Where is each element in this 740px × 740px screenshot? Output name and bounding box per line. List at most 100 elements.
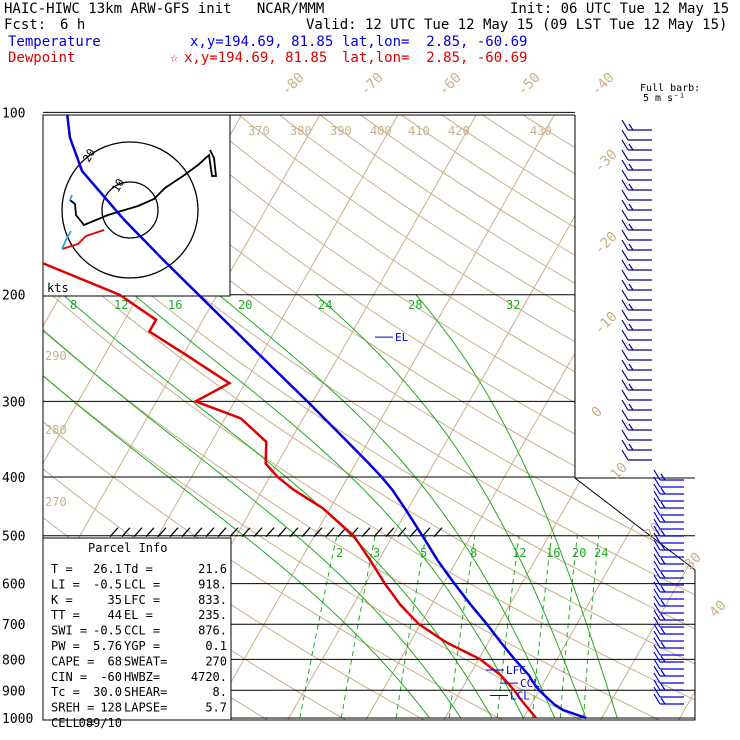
wind-barb-flag: [653, 504, 661, 516]
mixing-ratio-label: 20: [572, 546, 586, 560]
hodograph-trace-mid: [69, 194, 73, 201]
moist-adiabat-label: 20: [238, 298, 252, 312]
parcel-row-value: 876.: [198, 624, 227, 638]
parcel-row-label: PW =: [51, 639, 80, 653]
wind-barb-flag: [621, 309, 629, 321]
wind-barb-flag: [628, 263, 634, 271]
level-tick: [289, 527, 299, 538]
wind-barb-flag: [628, 243, 634, 251]
moist-adiabat-label: 8: [70, 298, 77, 312]
wind-barb-flag: [653, 609, 661, 621]
wind-barb-flag: [660, 697, 666, 705]
mixing-ratio-line: [559, 535, 578, 719]
wind-barb-flag: [660, 543, 666, 551]
level-tick: [385, 527, 395, 538]
parcel-row-label: SWI =: [51, 624, 87, 638]
theta-label: 420: [448, 124, 470, 138]
wind-barb-flag: [628, 163, 634, 171]
isotherm-label: -50: [515, 70, 544, 99]
moist-adiabat-label: 24: [318, 298, 332, 312]
wind-barb-flag: [628, 303, 634, 311]
header-fcst-value: 6 h: [60, 17, 86, 33]
wind-barb-flag: [660, 613, 666, 621]
isotherm-label: -30: [592, 147, 621, 176]
wind-barb-flag: [621, 379, 629, 391]
dry-adiabat-line: [43, 115, 524, 720]
parcel-row-label: SWEAT=: [124, 654, 167, 668]
wind-barb-flag: [621, 359, 629, 371]
wind-barb-flag: [653, 567, 661, 579]
wind-barb-flag: [628, 203, 634, 211]
parcel-row-label: CIN =: [51, 670, 87, 684]
dry-adiabat-line: [123, 115, 695, 720]
level-tick: [229, 527, 239, 538]
hodograph-ring: [101, 181, 159, 239]
pressure-tick-label: 100: [2, 106, 25, 121]
temperature-xy: x,y=194.69, 81.85: [190, 34, 334, 50]
wind-barb-flag: [628, 363, 634, 371]
level-tick: [409, 527, 419, 538]
dry-adiabat-line: [43, 115, 603, 720]
dry-adiabat-line: [44, 115, 695, 720]
wind-barb-flag: [653, 483, 661, 495]
wind-barb-flag: [628, 223, 634, 231]
wind-barb-flag: [628, 403, 634, 411]
hodograph-trace: [69, 149, 218, 227]
wind-barb-flag: [653, 665, 661, 677]
wind-barb-flag: [621, 419, 629, 431]
isotherm-label: 30: [682, 550, 705, 573]
wind-barb-flag: [653, 490, 661, 502]
hodograph-box: [42, 114, 231, 297]
wind-barb-flag: [653, 686, 661, 698]
wind-barb-flag: [653, 623, 661, 635]
wind-barb-flag: [653, 616, 661, 628]
theta-label: 290: [45, 349, 67, 363]
mixing-ratio-label: 12: [512, 546, 526, 560]
hodograph-trace-low: [61, 229, 105, 250]
wind-barb-flag: [660, 557, 666, 565]
isotherm-line: [43, 115, 338, 720]
parcel-row-value: 128: [100, 701, 122, 715]
wind-barb-flag: [621, 349, 629, 361]
level-tick: [241, 527, 251, 538]
wind-barb-flag: [621, 449, 629, 461]
parcel-row-label: HWBZ=: [124, 670, 160, 684]
wind-barb-flag: [628, 183, 634, 191]
isotherm-label: -60: [436, 70, 465, 99]
level-tick: [253, 527, 263, 538]
parcel-row-label: LCL =: [124, 577, 160, 591]
theta-label: 430: [530, 124, 552, 138]
wind-barb-flag: [653, 476, 661, 488]
wind-barb-flag: [653, 672, 661, 684]
barb-key-label: Full barb:: [640, 83, 701, 94]
parcel-row-value: 21.6: [198, 562, 227, 576]
barb-key-units: 5 m s⁻¹: [643, 93, 686, 104]
wind-barb-flag: [660, 669, 666, 677]
isotherm-label: -80: [279, 70, 308, 99]
wind-barb-flag: [660, 571, 666, 579]
wind-barb-flag: [621, 119, 629, 131]
dry-adiabat-line: [43, 115, 695, 720]
parcel-row-value: 270: [205, 654, 227, 668]
parcel-row-label: LI =: [51, 577, 80, 591]
isotherm-label: -10: [592, 309, 621, 338]
level-tick: [433, 527, 443, 538]
wind-barb-flag: [621, 209, 629, 221]
parcel-row-value: 26.1: [93, 562, 122, 576]
wind-barb-flag: [653, 560, 661, 572]
dry-adiabat-line: [43, 115, 695, 720]
parcel-row-value: 918.: [198, 577, 227, 591]
level-tick: [205, 527, 215, 538]
wind-barb-flag: [621, 189, 629, 201]
dewpoint-xy: x,y=194.69, 81.85: [184, 50, 328, 66]
wind-barb-flag: [653, 539, 661, 551]
wind-barb-flag: [621, 439, 629, 451]
mixing-ratio-line: [448, 535, 476, 719]
wind-barb-flag: [660, 487, 666, 495]
header-init: Init: 06 UTC Tue 12 May 15: [510, 1, 730, 17]
level-tick: [361, 527, 371, 538]
level-tick: [157, 527, 167, 538]
moist-adiabat-label: 16: [168, 298, 182, 312]
level-tick: [133, 527, 143, 538]
wind-barb-flag: [653, 637, 661, 649]
